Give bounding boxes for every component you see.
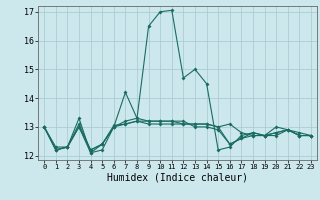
- X-axis label: Humidex (Indice chaleur): Humidex (Indice chaleur): [107, 173, 248, 183]
